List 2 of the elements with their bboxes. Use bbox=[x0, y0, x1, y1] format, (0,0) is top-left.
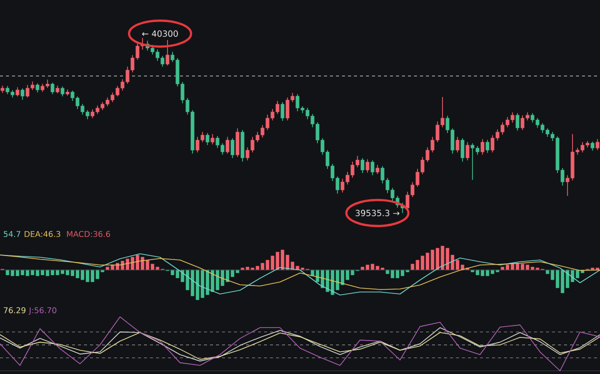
text: ← 40300 bbox=[142, 30, 178, 37]
annotation: 39535.3 → bbox=[356, 210, 400, 216]
